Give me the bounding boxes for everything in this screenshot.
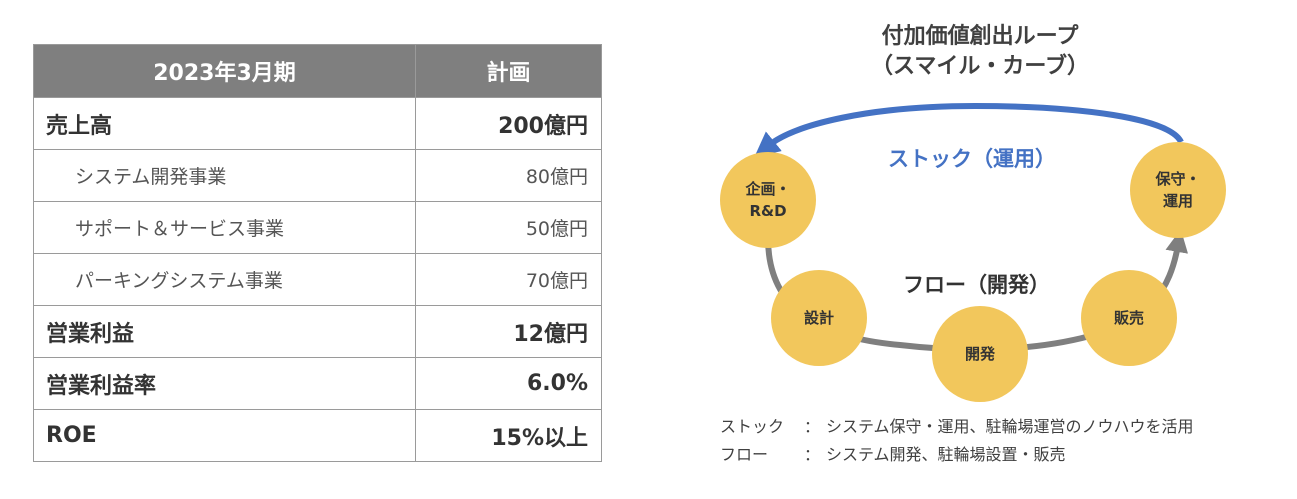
diagram-title-line1: 付加価値創出ループ: [881, 24, 1079, 49]
node-development: 開発: [932, 306, 1028, 402]
legend-flow-term: フロー: [720, 445, 769, 464]
row-value: 70億円: [415, 253, 602, 306]
table-row-operating-profit: 営業利益 12億円: [33, 305, 602, 358]
table-row-support-service: サポート＆サービス事業 50億円: [33, 201, 602, 254]
stock-label: ストック（運用）: [888, 147, 1056, 171]
row-value: 6.0%: [415, 357, 602, 410]
node-design: 設計: [771, 270, 867, 366]
legend-separator: ：: [804, 445, 821, 464]
legend-stock-term: ストック: [720, 417, 785, 436]
table-row-system-dev: システム開発事業 80億円: [33, 149, 602, 202]
row-label: システム開発事業: [33, 149, 416, 202]
row-value: 15%以上: [415, 409, 602, 462]
table-row-roe: ROE 15%以上: [33, 409, 602, 462]
legend-stock-desc: システム保守・運用、駐輪場運営のノウハウを活用: [826, 417, 1194, 436]
row-label: 営業利益率: [33, 357, 416, 410]
node-sales: 販売: [1081, 270, 1177, 366]
row-value: 80億円: [415, 149, 602, 202]
row-value: 50億円: [415, 201, 602, 254]
legend-flow: フロー ： システム開発、駐輪場設置・販売: [720, 441, 1066, 465]
node-planning-rd: 企画・ R&D: [720, 152, 816, 248]
legend-stock: ストック ： システム保守・運用、駐輪場運営のノウハウを活用: [720, 413, 1194, 437]
row-label: サポート＆サービス事業: [33, 201, 416, 254]
plan-table: 2023年3月期 計画 売上高 200億円 システム開発事業 80億円 サポート…: [33, 44, 602, 462]
table-row-operating-margin: 営業利益率 6.0%: [33, 357, 602, 410]
node-maintenance: 保守・ 運用: [1130, 142, 1226, 238]
legend-flow-desc: システム開発、駐輪場設置・販売: [826, 445, 1066, 464]
header-period: 2023年3月期: [33, 44, 416, 98]
row-label: ROE: [33, 409, 416, 462]
stock-arrow: [754, 102, 1184, 158]
header-plan: 計画: [415, 44, 602, 98]
row-label: 営業利益: [33, 305, 416, 358]
table-header-row: 2023年3月期 計画: [33, 44, 602, 98]
diagram-title-line2: （スマイル・カーブ）: [870, 54, 1090, 79]
row-value: 12億円: [415, 305, 602, 358]
flow-label: フロー（開発）: [903, 273, 1050, 297]
legend-separator: ：: [804, 417, 821, 436]
